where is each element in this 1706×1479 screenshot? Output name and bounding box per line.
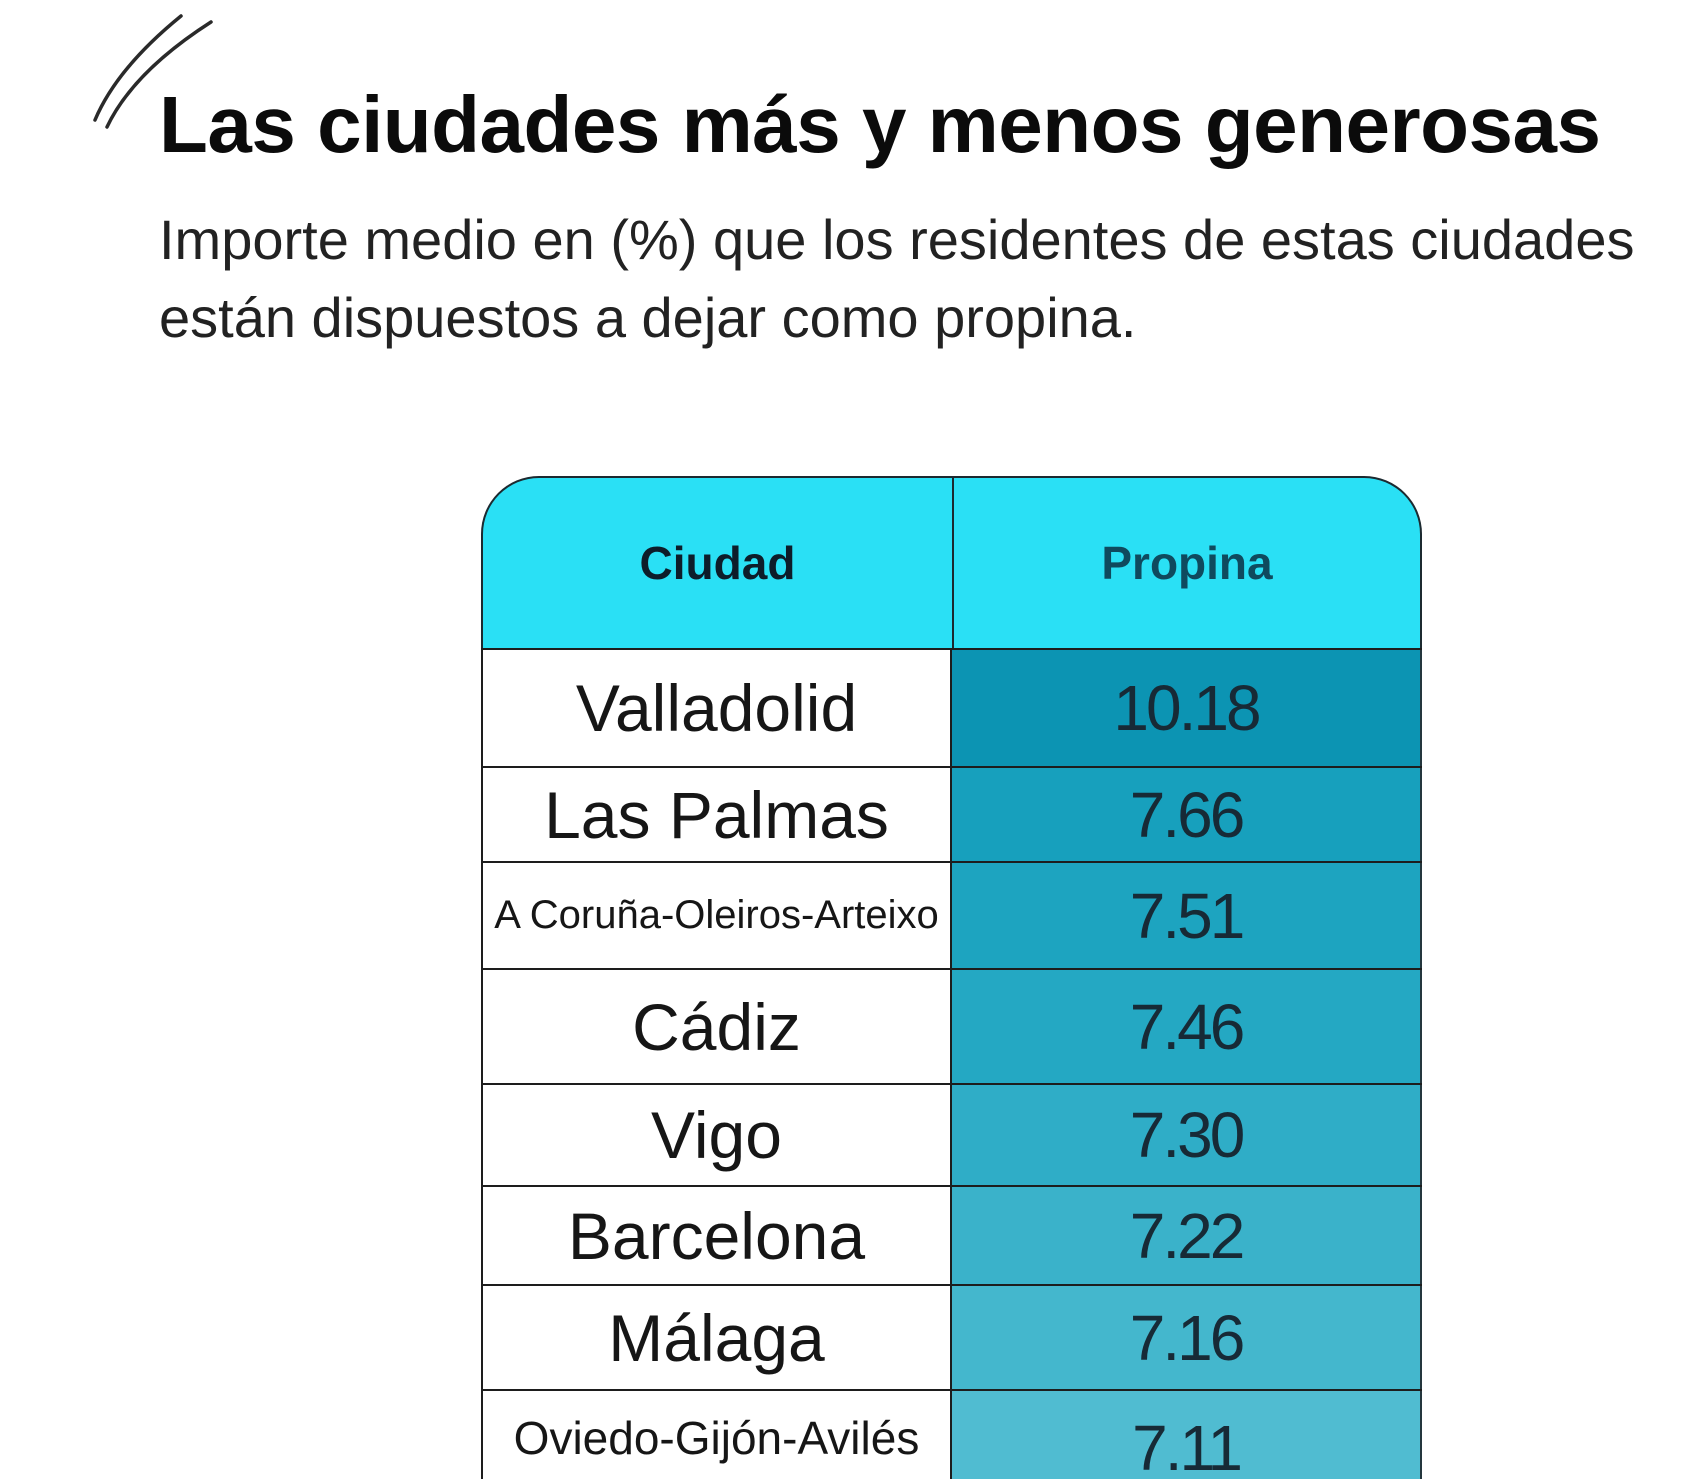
table-row: Las Palmas 7.66 [481,766,1422,861]
city-cell: Las Palmas [481,768,952,861]
tip-cell: 7.22 [952,1187,1422,1284]
tip-cell: 7.16 [952,1286,1422,1389]
city-cell: Oviedo-Gijón-Avilés [481,1391,952,1479]
table-header: Ciudad Propina [481,476,1422,648]
city-cell: Vigo [481,1085,952,1185]
table-row: Oviedo-Gijón-Avilés 7.11 [481,1389,1422,1479]
double-slash-icon [93,14,213,129]
tips-table: Ciudad Propina Valladolid 10.18 Las Palm… [481,476,1422,1479]
header-cell-ciudad: Ciudad [483,478,954,648]
table-row: Málaga 7.16 [481,1284,1422,1389]
page-subtitle: Importe medio en (%) que los residentes … [159,208,1635,349]
table-row: Vigo 7.30 [481,1083,1422,1185]
table-row: Cádiz 7.46 [481,968,1422,1083]
city-cell: Málaga [481,1286,952,1389]
tip-cell: 7.66 [952,768,1422,861]
city-cell: Cádiz [481,970,952,1083]
table-row: A Coruña-Oleiros-Arteixo 7.51 [481,861,1422,968]
page-title: Las ciudades más y menos generosas [159,80,1601,169]
header-cell-propina: Propina [1101,537,1273,589]
city-cell: Barcelona [481,1187,952,1284]
table-row: Valladolid 10.18 [481,648,1422,766]
tip-cell: 7.46 [952,970,1422,1083]
tip-cell: 10.18 [952,650,1422,766]
table-row: Barcelona 7.22 [481,1185,1422,1284]
city-cell: Valladolid [481,650,952,766]
tip-cell: 7.51 [952,863,1422,968]
tip-cell: 7.30 [952,1085,1422,1185]
city-cell: A Coruña-Oleiros-Arteixo [481,863,952,968]
tip-cell: 7.11 [952,1391,1422,1479]
